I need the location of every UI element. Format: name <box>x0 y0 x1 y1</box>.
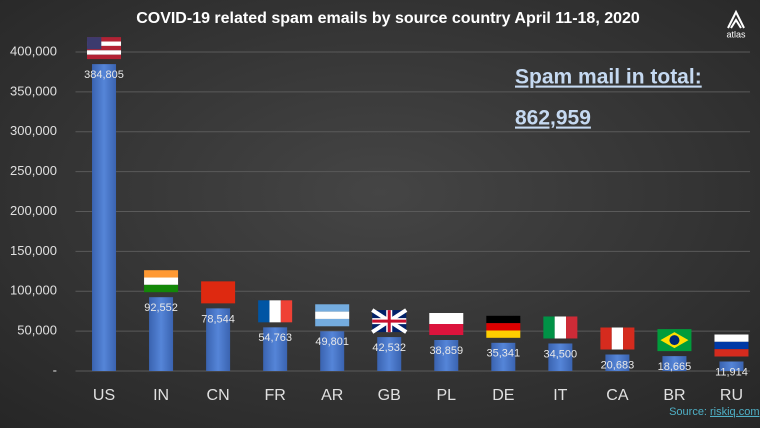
flag <box>429 313 464 336</box>
bar <box>263 327 288 371</box>
source-label: Source: <box>669 406 707 418</box>
y-tick-label: 300,000 <box>10 123 57 138</box>
flag-detail <box>372 310 407 333</box>
flag-stripe <box>315 311 350 319</box>
x-tick-label: RU <box>720 387 743 404</box>
bar <box>92 64 117 371</box>
flag-stripe <box>486 323 521 331</box>
flag <box>144 270 179 293</box>
bar <box>149 297 174 371</box>
y-tick-label: 250,000 <box>10 163 57 178</box>
bar <box>605 354 630 371</box>
flag-stripe <box>600 327 612 350</box>
annotation: Spam mail in total: <box>515 66 702 89</box>
bar <box>719 361 744 371</box>
value-label: 384,805 <box>84 69 124 81</box>
flag-stripe <box>280 300 293 323</box>
flag <box>201 281 236 304</box>
x-tick-label: IT <box>553 387 567 404</box>
flag-stripe <box>611 327 624 350</box>
bar <box>491 342 516 371</box>
flag-stripe <box>315 318 350 327</box>
flag-stripe <box>486 330 521 338</box>
bar <box>548 343 573 371</box>
x-tick-label: PL <box>436 387 456 404</box>
value-label: 11,914 <box>715 366 748 378</box>
flag-stripe <box>201 281 236 304</box>
chart-title: COVID-19 related spam emails by source c… <box>136 10 640 27</box>
x-tick-label: DE <box>492 387 514 404</box>
y-tick-label: 350,000 <box>10 83 57 98</box>
flag-stripe <box>714 341 749 350</box>
flag <box>258 300 293 323</box>
x-tick-label: BR <box>663 387 685 404</box>
y-tick-label: 150,000 <box>10 243 57 258</box>
logo: atlas <box>726 9 746 39</box>
bar <box>434 340 459 371</box>
flag-stripe <box>87 41 122 46</box>
bar <box>377 337 402 371</box>
x-tick-label: AR <box>321 387 343 404</box>
y-tick-label: 200,000 <box>10 203 57 218</box>
flag-stripe <box>486 315 521 324</box>
flag-stripe <box>87 45 122 51</box>
value-label: 92,552 <box>144 302 178 314</box>
source-link[interactable]: riskiq.com <box>710 406 760 418</box>
value-label: 35,341 <box>486 348 520 360</box>
flag-stripe <box>269 300 281 323</box>
value-label: 78,544 <box>201 313 235 325</box>
x-tick-label: IN <box>153 387 169 404</box>
flag-detail <box>87 37 102 50</box>
x-tick-label: GB <box>378 387 401 404</box>
flag-stripe <box>429 324 464 336</box>
value-label: 34,500 <box>544 348 578 360</box>
flag <box>600 327 635 350</box>
flag <box>371 308 408 334</box>
flag-stripe <box>258 300 270 323</box>
bar <box>206 308 231 371</box>
flag <box>657 329 692 352</box>
bar <box>320 331 345 371</box>
flag-stripe <box>87 54 122 60</box>
x-tick-label: FR <box>264 387 285 404</box>
flag-detail <box>669 335 680 346</box>
value-label: 20,683 <box>601 359 635 371</box>
value-label: 54,763 <box>258 332 292 344</box>
value-label: 42,532 <box>372 342 406 354</box>
flag-stripe <box>144 284 179 293</box>
logo-icon <box>727 9 745 29</box>
flag <box>714 334 749 357</box>
y-tick-label: 100,000 <box>10 283 57 298</box>
flag-stripe <box>566 316 578 339</box>
flag-stripe <box>87 37 122 42</box>
x-tick-label: CA <box>606 387 629 404</box>
flag-stripe <box>144 277 179 285</box>
x-tick-label: US <box>93 387 115 404</box>
flag-stripe <box>315 304 350 312</box>
logo-text: atlas <box>726 29 746 39</box>
flag-stripe <box>429 313 464 325</box>
y-tick-label: 400,000 <box>10 43 57 58</box>
flag-stripe <box>714 334 749 342</box>
value-label: 49,801 <box>315 336 349 348</box>
flag-stripe <box>543 316 555 339</box>
flag-stripe <box>623 327 635 350</box>
y-tick-label: 50,000 <box>17 323 57 338</box>
flag <box>486 315 521 338</box>
flag-stripe <box>87 50 122 55</box>
y-tick-label: - <box>53 362 57 377</box>
annotation: 862,959 <box>515 107 591 130</box>
value-label: 38,859 <box>429 345 463 357</box>
value-label: 18,665 <box>658 361 692 373</box>
flag-stripe <box>554 316 567 339</box>
flag <box>543 316 578 339</box>
bar <box>662 356 687 371</box>
flag <box>315 304 350 327</box>
flag-stripe <box>714 349 749 357</box>
flag-stripe <box>144 270 179 278</box>
x-tick-label: CN <box>207 387 230 404</box>
flag <box>87 37 122 60</box>
